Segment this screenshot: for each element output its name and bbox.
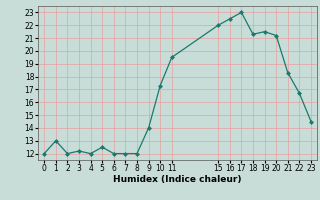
X-axis label: Humidex (Indice chaleur): Humidex (Indice chaleur) <box>113 175 242 184</box>
